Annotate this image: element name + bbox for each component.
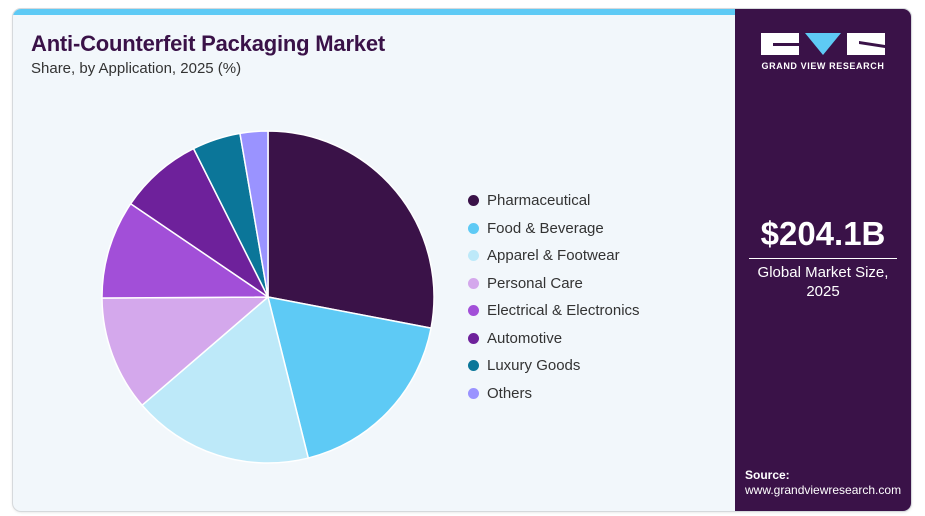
legend-label: Personal Care [487, 274, 583, 292]
market-size-label: Global Market Size, 2025 [735, 263, 911, 301]
legend-label: Others [487, 384, 533, 402]
market-size-value: $204.1B [760, 215, 886, 252]
legend-label: Pharmaceutical [487, 192, 591, 210]
legend-label: Apparel & Footwear [487, 247, 620, 265]
pie-slice-personal-care [101, 296, 269, 406]
legend-dot-icon [468, 360, 479, 372]
pie-slice-pharmaceutical [267, 130, 435, 329]
legend-dot-icon [468, 387, 479, 399]
legend-label: Luxury Goods [487, 357, 581, 375]
legend-dot-icon [468, 305, 479, 317]
pie-slice-others [239, 130, 269, 298]
legend-item: Electrical & Electronics [468, 297, 640, 325]
legend-label: Automotive [487, 329, 563, 347]
pie-chart [101, 130, 435, 464]
market-size-label-line2: 2025 [806, 283, 840, 300]
legend-item: Automotive [468, 325, 640, 353]
legend-item: Luxury Goods [468, 352, 640, 380]
legend-item: Food & Beverage [468, 215, 640, 243]
chart-subtitle: Share, by Application, 2025 (%) [31, 60, 242, 77]
chart-title: Anti-Counterfeit Packaging Market [31, 31, 386, 56]
legend-item: Pharmaceutical [468, 187, 640, 215]
legend-item: Personal Care [468, 270, 640, 298]
source-link[interactable]: www.grandviewresearch.com [745, 483, 902, 497]
brand-name: GRAND VIEW RESEARCH [761, 61, 885, 71]
market-size-label-line1: Global Market Size, [757, 264, 889, 281]
chart-legend: Pharmaceutical Food & Beverage Apparel & F… [468, 187, 640, 407]
chart-card: Anti-Counterfeit Packaging Market Share,… [13, 9, 911, 511]
legend-item: Apparel & Footwear [468, 242, 640, 270]
metric-divider [749, 258, 897, 259]
legend-item: Others [468, 380, 640, 408]
accent-bar [13, 9, 735, 15]
legend-dot-icon [468, 277, 479, 289]
pie-slice-electrical-electronics [101, 202, 269, 299]
legend-label: Electrical & Electronics [487, 302, 640, 320]
source-label: Source: [745, 468, 790, 482]
legend-label: Food & Beverage [487, 219, 604, 237]
legend-dot-icon [468, 195, 479, 207]
legend-dot-icon [468, 222, 479, 234]
pie-slice-apparel-footwear [141, 296, 310, 464]
pie-slice-food-beverage [267, 296, 432, 459]
grand-view-research-logo-icon [761, 33, 885, 55]
legend-dot-icon [468, 250, 479, 262]
brand-panel: GRAND VIEW RESEARCH $204.1B Global Marke… [735, 9, 911, 511]
legend-dot-icon [468, 332, 479, 344]
